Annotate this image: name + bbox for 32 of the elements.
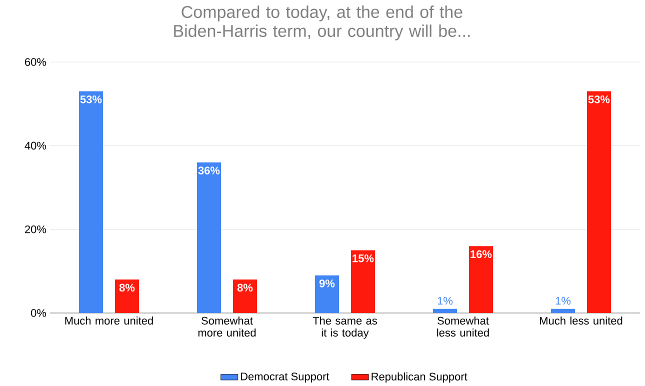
- bar: [233, 280, 258, 314]
- legend-label: Republican Support: [372, 372, 468, 383]
- x-tick-label: Much less united: [540, 316, 622, 325]
- data-label: 16%: [470, 250, 492, 258]
- x-tick-label: The same as it is today: [312, 316, 377, 339]
- data-label: 9%: [319, 280, 335, 288]
- bar: [115, 280, 139, 314]
- bar: [315, 275, 339, 314]
- chart-title: Compared to today, at the end of the Biden-Harris term, our country will be...: [174, 6, 470, 40]
- y-tick-label: 0%: [30, 309, 46, 317]
- data-label: 1%: [556, 296, 571, 305]
- data-label: 8%: [119, 284, 135, 292]
- data-label: 53%: [80, 96, 102, 104]
- data-label: 1%: [438, 296, 453, 305]
- data-label: 15%: [352, 254, 374, 262]
- bar: [551, 308, 576, 314]
- y-tick-label: 60%: [25, 58, 46, 66]
- data-label: 53%: [588, 96, 610, 104]
- x-tick-label: Somewhat more united: [198, 316, 256, 337]
- x-tick-label: Much more united: [65, 316, 153, 325]
- bar: [433, 308, 458, 314]
- y-tick-label: 40%: [24, 142, 46, 150]
- x-tick-label: Somewhat less united: [437, 316, 489, 337]
- y-tick-label: 20%: [25, 226, 46, 234]
- data-label: 8%: [237, 284, 253, 292]
- bar: [587, 91, 612, 314]
- bar: [351, 250, 376, 314]
- bar: [469, 246, 493, 314]
- data-label: 36%: [198, 166, 220, 174]
- bar: [197, 162, 221, 314]
- legend-label: Democrat Support: [240, 372, 330, 383]
- bar: [79, 91, 104, 314]
